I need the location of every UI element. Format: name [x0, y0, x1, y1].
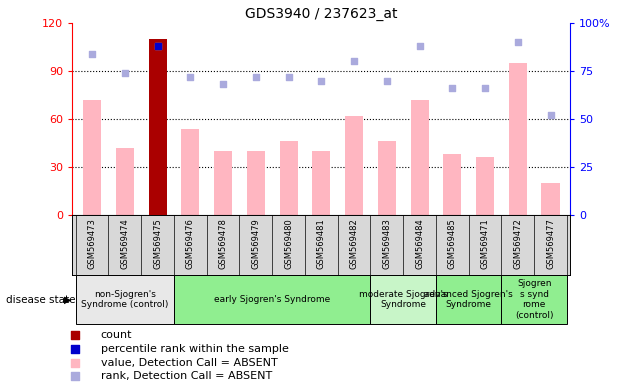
- Text: disease state: disease state: [6, 295, 76, 305]
- Bar: [345, 116, 363, 215]
- Bar: [444, 154, 461, 215]
- Point: [513, 39, 523, 45]
- Text: rank, Detection Call = ABSENT: rank, Detection Call = ABSENT: [101, 371, 272, 381]
- Bar: [214, 151, 232, 215]
- Bar: [116, 148, 134, 215]
- Text: advanced Sjogren's
Syndrome: advanced Sjogren's Syndrome: [424, 290, 513, 309]
- Text: Sjogren
s synd
rome
(control): Sjogren s synd rome (control): [515, 280, 553, 319]
- Point: [87, 51, 97, 57]
- Point: [546, 112, 556, 118]
- Bar: [174, 275, 370, 324]
- Bar: [436, 275, 501, 324]
- Bar: [76, 275, 174, 324]
- Text: GSM569485: GSM569485: [448, 218, 457, 269]
- Text: early Sjogren's Syndrome: early Sjogren's Syndrome: [214, 295, 330, 304]
- Text: GSM569484: GSM569484: [415, 218, 424, 269]
- Bar: [312, 151, 330, 215]
- Bar: [476, 157, 494, 215]
- Point: [251, 74, 261, 80]
- Text: GSM569471: GSM569471: [481, 218, 490, 269]
- Point: [284, 74, 294, 80]
- Text: non-Sjogren's
Syndrome (control): non-Sjogren's Syndrome (control): [81, 290, 169, 309]
- Point: [316, 78, 326, 84]
- Text: GSM569475: GSM569475: [153, 218, 162, 269]
- Text: GSM569472: GSM569472: [513, 218, 522, 269]
- Text: moderate Sjogren's
Syndrome: moderate Sjogren's Syndrome: [359, 290, 447, 309]
- Bar: [370, 275, 436, 324]
- Bar: [149, 39, 166, 215]
- Text: GSM569479: GSM569479: [251, 218, 260, 269]
- Point: [480, 85, 490, 91]
- Bar: [83, 100, 101, 215]
- Text: GSM569478: GSM569478: [219, 218, 227, 269]
- Point: [349, 58, 359, 65]
- Bar: [247, 151, 265, 215]
- Text: value, Detection Call = ABSENT: value, Detection Call = ABSENT: [101, 358, 277, 367]
- Bar: [501, 275, 567, 324]
- Point: [449, 32, 459, 38]
- Text: GSM569481: GSM569481: [317, 218, 326, 269]
- Bar: [542, 183, 559, 215]
- Text: GSM569476: GSM569476: [186, 218, 195, 269]
- Bar: [411, 100, 428, 215]
- Text: GSM569477: GSM569477: [546, 218, 555, 269]
- Text: GSM569482: GSM569482: [350, 218, 358, 269]
- Text: GSM569473: GSM569473: [88, 218, 96, 269]
- Text: GSM569483: GSM569483: [382, 218, 391, 269]
- Text: GSM569480: GSM569480: [284, 218, 293, 269]
- Point: [449, 281, 459, 287]
- Text: count: count: [101, 330, 132, 340]
- Point: [415, 43, 425, 49]
- Text: percentile rank within the sample: percentile rank within the sample: [101, 344, 289, 354]
- Text: GSM569474: GSM569474: [120, 218, 129, 269]
- Bar: [149, 39, 166, 215]
- Point: [120, 70, 130, 76]
- Point: [218, 81, 228, 88]
- Point: [447, 85, 457, 91]
- Bar: [181, 129, 199, 215]
- Point: [185, 74, 195, 80]
- Point: [152, 43, 163, 49]
- Text: ▶: ▶: [64, 295, 72, 305]
- Bar: [280, 141, 297, 215]
- Bar: [378, 141, 396, 215]
- Title: GDS3940 / 237623_at: GDS3940 / 237623_at: [245, 7, 398, 21]
- Point: [382, 78, 392, 84]
- Point: [152, 43, 163, 49]
- Bar: [509, 63, 527, 215]
- Point: [449, 156, 459, 162]
